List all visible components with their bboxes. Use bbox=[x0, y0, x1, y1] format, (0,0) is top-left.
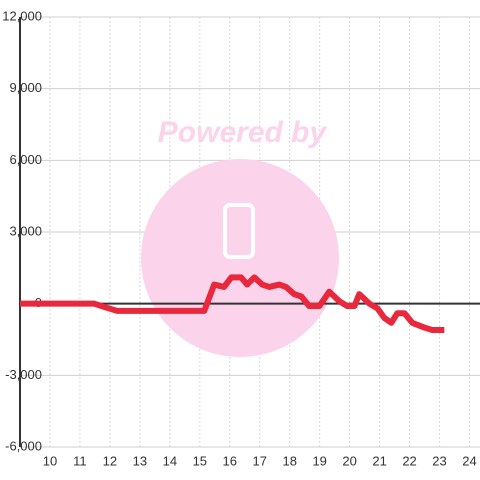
y-tick-label: 12,000 bbox=[2, 8, 42, 23]
y-tick-label: -6,000 bbox=[5, 438, 42, 453]
y-tick-label: 6,000 bbox=[9, 152, 42, 167]
y-tick-label: -3,000 bbox=[5, 367, 42, 382]
x-tick-label: 15 bbox=[193, 453, 207, 468]
x-tick-label: 24 bbox=[462, 453, 476, 468]
x-tick-label: 20 bbox=[342, 453, 356, 468]
y-tick-label: 9,000 bbox=[9, 80, 42, 95]
x-tick-label: 10 bbox=[43, 453, 57, 468]
x-tick-label: 12 bbox=[103, 453, 117, 468]
x-tick-label: 11 bbox=[73, 453, 87, 468]
watermark-text: Powered by bbox=[158, 116, 328, 149]
x-tick-label: 14 bbox=[163, 453, 177, 468]
x-tick-label: 13 bbox=[133, 453, 147, 468]
x-tick-label: 23 bbox=[432, 453, 446, 468]
x-tick-label: 19 bbox=[312, 453, 326, 468]
x-tick-label: 21 bbox=[372, 453, 386, 468]
x-tick-label: 18 bbox=[282, 453, 296, 468]
data-line bbox=[20, 274, 445, 333]
watermark-icon bbox=[223, 203, 255, 259]
y-tick-label: 3,000 bbox=[9, 223, 42, 238]
x-tick-label: 17 bbox=[253, 453, 267, 468]
x-tick-label: 16 bbox=[223, 453, 237, 468]
x-tick-label: 22 bbox=[402, 453, 416, 468]
